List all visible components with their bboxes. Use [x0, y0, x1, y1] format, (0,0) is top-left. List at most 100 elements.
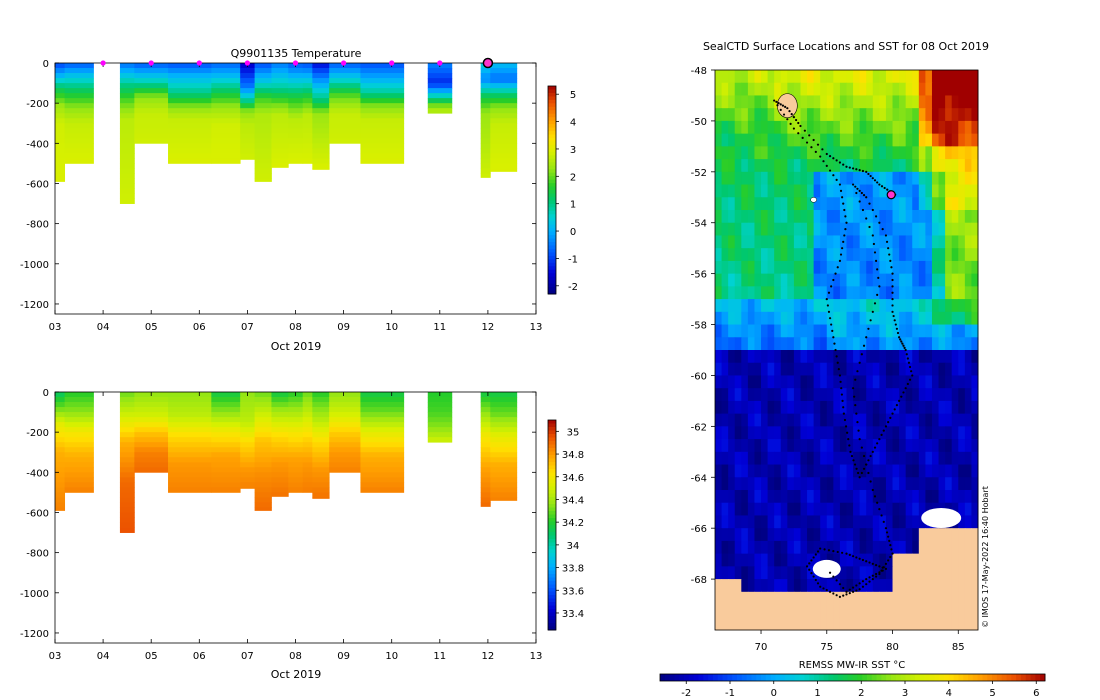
data-cell [55, 452, 66, 458]
track-point [854, 185, 857, 188]
sst-cell [747, 235, 755, 249]
data-cell [55, 437, 66, 443]
sst-cell [807, 337, 815, 351]
data-cell [254, 412, 272, 418]
data-cell [302, 68, 313, 74]
sst-cell [958, 273, 966, 287]
track-point [819, 585, 822, 588]
sst-cell [899, 133, 907, 147]
data-cell [329, 402, 361, 408]
sst-cell [866, 171, 874, 186]
data-cell [55, 103, 66, 109]
sst-cell [761, 70, 769, 84]
sst-cell [918, 388, 926, 402]
sst-cell [813, 426, 821, 440]
sst-cell [951, 604, 959, 618]
sst-cell [747, 413, 755, 427]
sst-cell [793, 222, 801, 236]
sst-cell [931, 299, 940, 313]
track-point [855, 584, 858, 587]
sst-cell [905, 464, 913, 478]
data-cell [254, 392, 272, 398]
colorbar-segment [679, 674, 685, 681]
colorbar-tick-label: 33.6 [562, 586, 584, 597]
track-point [891, 304, 894, 307]
sst-cell [728, 400, 736, 415]
colorbar-segment [818, 674, 825, 681]
data-cell [211, 88, 241, 94]
sst-cell [820, 210, 828, 224]
sst-cell [879, 490, 887, 504]
colorbar-segment [833, 674, 839, 681]
sst-cell [780, 159, 788, 173]
sst-cell [839, 70, 847, 84]
data-cell [288, 412, 304, 418]
data-cell [329, 118, 361, 124]
data-cell [134, 417, 169, 423]
sst-cell [951, 159, 959, 173]
data-cell [254, 462, 272, 468]
sst-cell [931, 222, 940, 236]
colorbar-segment [548, 577, 556, 582]
data-cell [168, 447, 212, 453]
data-cell [480, 93, 491, 99]
sst-cell [728, 350, 736, 364]
sst-cell [859, 222, 867, 236]
sst-cell [734, 120, 742, 135]
sst-cell [892, 70, 900, 84]
data-cell [168, 402, 212, 408]
sst-cell [741, 515, 749, 529]
data-cell [480, 472, 491, 478]
track-point [805, 565, 809, 568]
track-point [812, 575, 815, 578]
sst-cell [833, 515, 841, 529]
sst-cell [958, 311, 966, 326]
colorbar-segment [684, 674, 690, 681]
profile-column [168, 63, 212, 164]
sst-cell [747, 426, 755, 440]
sst-cell [800, 108, 808, 122]
sst-cell [741, 146, 749, 160]
track-point [845, 552, 848, 555]
sst-cell [951, 553, 959, 567]
colorbar-segment [804, 674, 810, 681]
sst-cell [715, 388, 723, 402]
data-cell [288, 93, 304, 99]
sst-cell [800, 464, 808, 478]
map-y-tick-label: -54 [691, 219, 707, 230]
sst-cell [734, 515, 742, 529]
sst-cell [734, 388, 742, 402]
sst-cell [899, 566, 907, 580]
track-point [841, 551, 844, 554]
sst-cell [931, 108, 940, 122]
map-y-tick-label: -66 [691, 524, 707, 535]
sst-cell [767, 133, 775, 147]
sst-cell [925, 171, 933, 186]
sst-cell [958, 299, 966, 313]
sst-cell [813, 197, 821, 211]
sst-cell [866, 515, 874, 529]
colorbar-tick-label: 3 [570, 145, 576, 156]
data-cell [490, 497, 518, 501]
sst-cell [918, 477, 926, 491]
sst-cell [734, 566, 742, 580]
sst-cell [964, 451, 972, 466]
sst-cell [918, 95, 926, 109]
data-cell [254, 457, 272, 463]
sst-cell [813, 260, 821, 275]
colorbar-segment [660, 674, 666, 681]
sst-cell [925, 210, 933, 224]
sst-cell [774, 337, 782, 351]
sst-cell [800, 375, 808, 389]
sst-cell [734, 133, 742, 147]
colorbar-segment [548, 235, 556, 240]
data-cell [211, 138, 241, 144]
colorbar-segment [828, 674, 834, 681]
sst-cell [780, 464, 788, 478]
sst-cell [721, 350, 729, 364]
sst-cell [761, 540, 769, 555]
sst-cell [747, 515, 755, 529]
map-x-tick-label: 70 [755, 642, 768, 653]
data-cell [55, 98, 66, 104]
data-cell [490, 63, 518, 69]
